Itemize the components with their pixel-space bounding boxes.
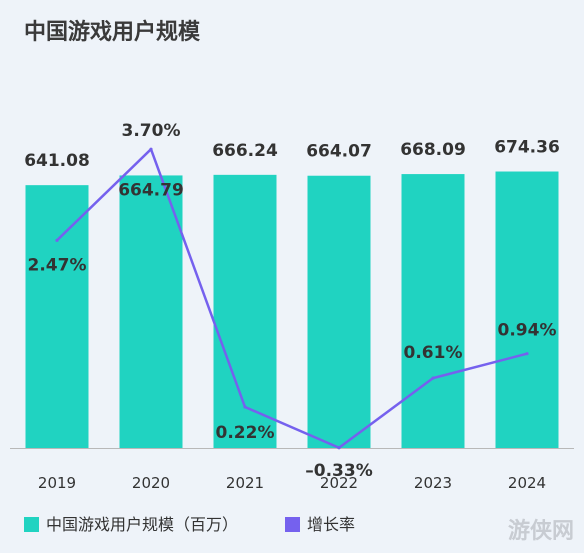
bar-value-label: 666.24 (212, 141, 278, 161)
bar-2021 (213, 174, 277, 448)
growth-rate-point (243, 405, 247, 409)
x-tick-label: 2019 (38, 474, 76, 492)
watermark-logo: 游侠网 (507, 518, 574, 544)
bar-value-label: 674.36 (494, 138, 560, 158)
bar-2022 (307, 175, 371, 448)
legend-line-label: 增长率 (307, 515, 355, 534)
rate-value-label: 0.94% (498, 321, 557, 341)
growth-rate-point (337, 446, 341, 450)
bar-value-label: 641.08 (24, 151, 90, 171)
x-tick-label: 2022 (320, 474, 358, 492)
growth-rate-point (525, 352, 529, 356)
bar-value-label: 668.09 (400, 140, 466, 160)
legend-line-swatch (285, 517, 300, 532)
x-tick-label: 2024 (508, 474, 546, 492)
x-tick-label: 2021 (226, 474, 264, 492)
bar-2020 (119, 175, 183, 448)
bar-2023 (401, 174, 465, 448)
growth-rate-point (149, 147, 153, 151)
legend-bar-swatch (24, 517, 39, 532)
rate-value-label: –0.33% (305, 461, 372, 481)
bar-value-label: 664.79 (118, 180, 184, 200)
bar-2024 (495, 171, 559, 449)
rate-value-label: 2.47% (28, 255, 87, 275)
growth-rate-point (431, 376, 435, 380)
x-tick-label: 2020 (132, 474, 170, 492)
bar-value-label: 664.07 (306, 142, 372, 162)
chart-title: 中国游戏用户规模 (24, 20, 201, 45)
growth-rate-line (56, 147, 528, 450)
growth-rate-point (55, 238, 59, 242)
rate-value-label: 0.22% (216, 423, 275, 443)
rate-value-label: 0.61% (404, 343, 463, 363)
x-tick-label: 2023 (414, 474, 452, 492)
rate-value-label: 3.70% (122, 121, 181, 141)
bar-2019 (25, 185, 89, 448)
legend-bar-label: 中国游戏用户规模（百万） (46, 515, 238, 534)
